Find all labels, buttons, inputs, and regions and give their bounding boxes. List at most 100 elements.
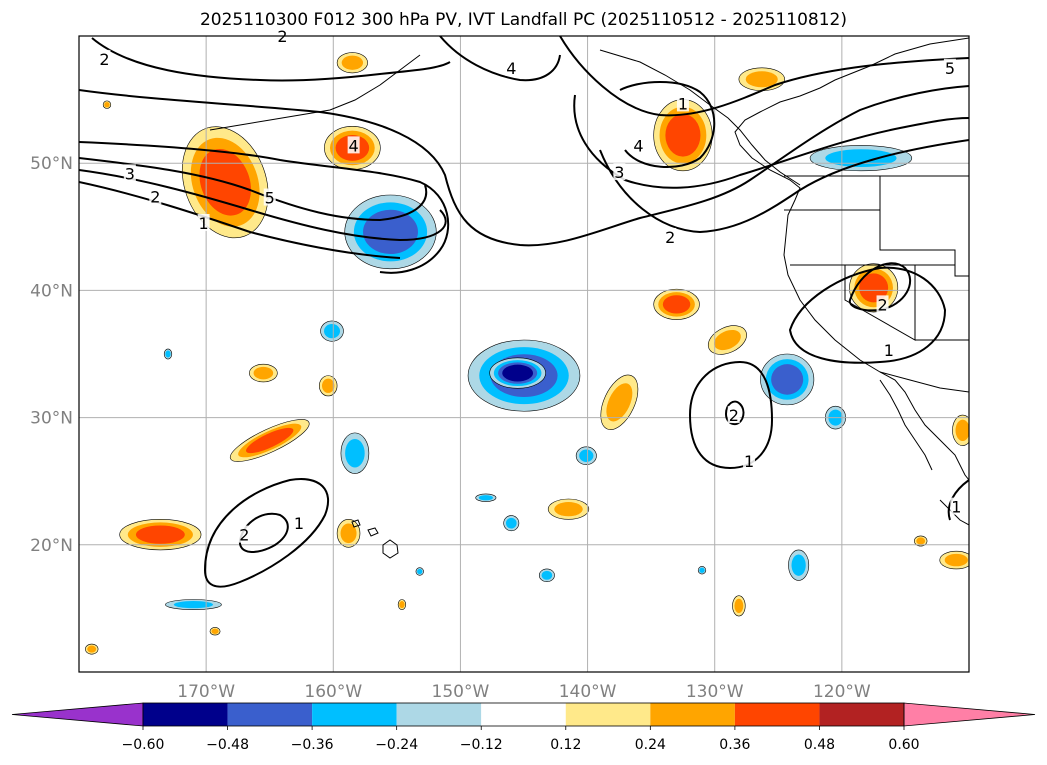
axis-ticks: 170°W 160°W 150°W 140°W 130°W 120°W 20°N 30°N 40… (30, 154, 871, 702)
field-anomaly-13 (229, 419, 310, 462)
field-anomaly-20 (575, 446, 597, 465)
colorbar-bin (565, 703, 651, 726)
contour-label-bg (505, 58, 518, 76)
contour-label-bg (149, 187, 162, 205)
field-anomaly-16 (340, 432, 370, 474)
contour-ridge-3 (599, 139, 969, 234)
field-anomaly-36 (697, 566, 707, 575)
coastline-mainland-mexico (939, 499, 969, 526)
contour-label: 1 (294, 514, 304, 533)
field-anomaly-37-level-1 (165, 350, 171, 358)
field-anomaly-27 (165, 599, 222, 610)
contour-label: 1 (678, 94, 688, 113)
field-anomaly-37 (163, 348, 173, 360)
colorbar-frame (142, 702, 905, 727)
field-anomaly-5 (849, 263, 899, 313)
contour-label-bg (882, 341, 895, 359)
coastline-aleutians (209, 54, 421, 131)
field-anomaly-23 (503, 515, 520, 532)
field-anomaly-11-level-2 (771, 364, 804, 395)
field-anomaly-19 (336, 519, 361, 548)
contour-trough (619, 81, 716, 168)
lon-tick-label: 160°W (304, 682, 362, 702)
coastline-north-america (734, 37, 969, 481)
colorbar-extend-low (11, 702, 144, 727)
contour-label-bg (263, 188, 276, 206)
field-anomaly-19-level-1 (340, 523, 357, 544)
field-anomaly-32-level-1 (916, 537, 926, 545)
contour-label: 1 (884, 341, 894, 360)
contour-label: 2 (729, 406, 739, 425)
field-anomaly-16-level-1 (345, 438, 365, 468)
contour-ring-ca-inner (848, 262, 911, 312)
colorbar-tick-label: 0.12 (550, 737, 581, 753)
field-anomaly-35-level-1 (417, 568, 423, 575)
colorbar-tick-label: −0.24 (375, 737, 418, 753)
field-anomaly-10-level-1 (606, 383, 633, 422)
field-anomaly-13-level-2 (246, 427, 294, 454)
field-anomaly-18-level-2 (135, 525, 185, 544)
field-anomaly-17-level-1 (324, 323, 341, 339)
field-anomaly-33 (336, 52, 368, 74)
colorbar-bin (819, 703, 904, 726)
field-anomaly-11 (760, 353, 815, 406)
contour-wave-2 (79, 141, 450, 274)
field-anomaly-8 (653, 288, 700, 320)
contour-label-bg (197, 213, 210, 231)
field-anomaly-9-level-1 (713, 329, 741, 351)
contour-label: 2 (239, 526, 249, 545)
field-anomaly-24 (538, 568, 555, 582)
field-anomaly-8-level-2 (662, 295, 691, 314)
field-anomaly-25 (732, 595, 746, 617)
contour-label: 5 (945, 59, 955, 78)
colorbar: −0.60 −0.48 −0.36 −0.24 −0.12 0.12 0.24 0.36 0.4… (11, 702, 1036, 753)
contour-label-bg (98, 49, 111, 67)
colorbar-tick-label: 0.48 (804, 737, 835, 753)
lon-tick-label: 170°W (177, 682, 235, 702)
colorbar-tick-label: −0.48 (206, 737, 249, 753)
field-anomaly-30 (952, 414, 969, 446)
field-anomaly-6 (809, 145, 913, 172)
field-anomaly-38-level-1 (211, 628, 219, 634)
border-state-id (879, 176, 969, 277)
field-anomaly-21 (547, 498, 590, 520)
colorbar-bin (734, 703, 820, 726)
contour-label: 4 (506, 59, 516, 78)
field-anomaly-4 (738, 67, 785, 91)
hawaii-big-island (382, 539, 399, 559)
field-anomaly-3 (653, 99, 713, 172)
colorbar-bin (312, 703, 397, 726)
contour-label-bg (676, 94, 689, 112)
contour-label-bg (664, 227, 677, 245)
contour-wave-5 (79, 181, 401, 259)
field-anomaly-33-level-1 (341, 55, 364, 70)
contour-label: 3 (125, 164, 135, 183)
contour-label: 4 (349, 136, 359, 155)
field-anomaly-28-level-1 (87, 645, 97, 653)
field-anomaly-15-level-1 (321, 378, 335, 393)
colorbar-bin (650, 703, 735, 726)
lon-tick-label: 130°W (686, 682, 744, 702)
lat-tick-label: 50°N (30, 154, 73, 174)
field-anomaly-14 (249, 363, 278, 383)
graticule (79, 36, 969, 672)
field-anomaly-31-level-1 (944, 553, 968, 567)
contour-label: 4 (633, 136, 643, 155)
border-state-ca-nv (844, 265, 916, 341)
contour-label-bg (613, 163, 626, 181)
colorbar-tick-label: 0.24 (635, 737, 666, 753)
border-us-mexico (879, 371, 969, 393)
colorbar-tick-label: 0.36 (719, 737, 750, 753)
lat-tick-label: 30°N (30, 409, 73, 429)
contour-label: 1 (744, 452, 754, 471)
field-anomaly-15 (319, 375, 338, 397)
contour-label: 2 (877, 295, 887, 314)
lon-tick-label: 150°W (432, 682, 490, 702)
colorbar-tick-label: −0.36 (291, 737, 334, 753)
field-anomaly-6-level-1 (825, 149, 897, 168)
field-anomaly-29-level-1 (399, 601, 405, 609)
contour-label: 1 (199, 214, 209, 233)
map-frame (78, 35, 970, 673)
field-anomaly-20-level-1 (579, 449, 594, 462)
